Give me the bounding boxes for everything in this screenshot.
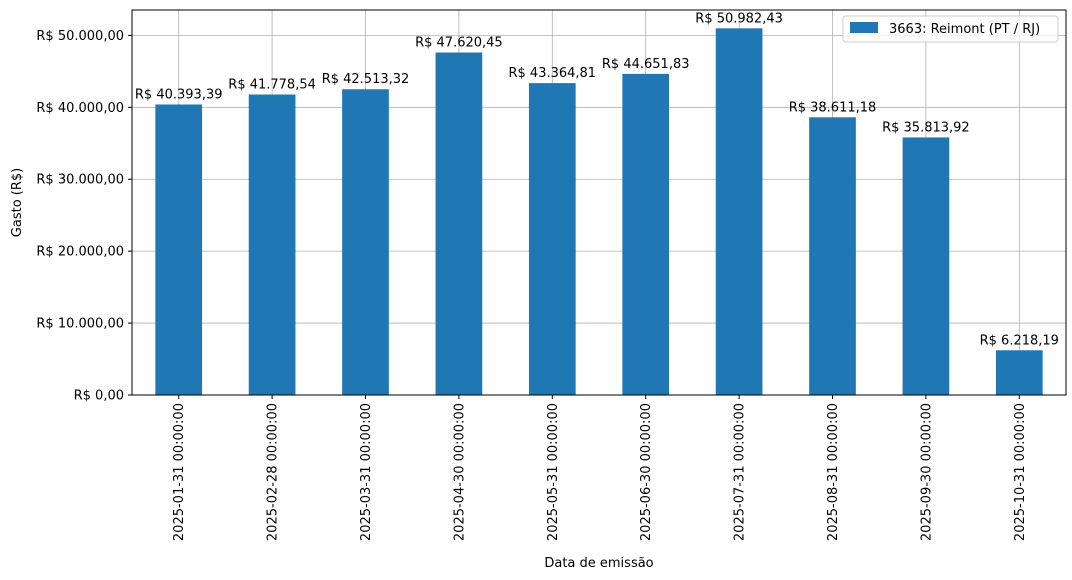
plot-frame: [131, 9, 1067, 396]
bar-2: [342, 89, 389, 395]
x-axis-title: Data de emissão: [544, 556, 653, 571]
x-tick-label-1: 2025-02-28 00:00:00: [266, 403, 281, 541]
y-axis-title: Gasto (R$): [10, 168, 25, 237]
bar-1: [248, 94, 296, 395]
x-tick-label-4: 2025-05-31 00:00:00: [546, 403, 561, 541]
bars: [155, 28, 1043, 396]
bar-label-8: R$ 35.813,92: [882, 120, 970, 135]
x-tick-label-2: 2025-03-31 00:00:00: [359, 403, 374, 541]
bar-7: [809, 117, 856, 395]
y-axis-ticks: R$ 0,00 R$ 10.000,00 R$ 20.000,00 R$ 30.000…: [36, 29, 132, 404]
bar-label-5: R$ 44.651,83: [602, 57, 690, 72]
x-tick-label-9: 2025-10-31 00:00:00: [1013, 403, 1028, 541]
bar-label-3: R$ 47.620,45: [415, 36, 503, 51]
legend-label: 3663: Reimont (PT / RJ): [889, 22, 1040, 37]
bar-5: [622, 73, 670, 395]
bar-label-9: R$ 6.218,19: [980, 333, 1059, 348]
bar-4: [528, 83, 576, 396]
y-tick-label-3: R$ 30.000,00: [36, 173, 124, 188]
x-tick-label-3: 2025-04-30 00:00:00: [452, 403, 467, 541]
y-tick-label-0: R$ 0,00: [74, 389, 124, 404]
x-axis-ticks: 2025-01-31 00:00:00 2025-02-28 00:00:00 20…: [172, 395, 1028, 541]
bar-label-1: R$ 41.778,54: [228, 78, 316, 93]
bar-labels: R$ 40.393,39 R$ 41.778,54 R$ 42.513,32 R$ 4…: [135, 11, 1059, 348]
y-tick-label-2: R$ 20.000,00: [36, 245, 124, 260]
bar-label-6: R$ 50.982,43: [695, 11, 783, 26]
bar-3: [435, 52, 483, 395]
x-tick-label-7: 2025-08-31 00:00:00: [826, 403, 841, 541]
legend: 3663: Reimont (PT / RJ): [842, 15, 1059, 43]
x-tick-label-8: 2025-09-30 00:00:00: [919, 403, 934, 541]
legend-swatch: [850, 22, 878, 33]
x-tick-label-5: 2025-06-30 00:00:00: [639, 403, 654, 541]
bar-9: [995, 350, 1043, 395]
bar-8: [902, 137, 950, 396]
legend-box: [842, 15, 1059, 43]
bar-label-4: R$ 43.364,81: [508, 66, 596, 81]
y-tick-label-1: R$ 10.000,00: [36, 317, 124, 332]
x-tick-label-0: 2025-01-31 00:00:00: [172, 403, 187, 541]
bar-6: [715, 28, 763, 396]
x-tick-label-6: 2025-07-31 00:00:00: [733, 403, 748, 541]
bar-label-2: R$ 42.513,32: [322, 72, 410, 87]
bar-label-0: R$ 40.393,39: [135, 87, 223, 102]
y-tick-label-5: R$ 50.000,00: [36, 29, 124, 44]
bar-label-7: R$ 38.611,18: [789, 100, 877, 115]
bar-0: [155, 104, 203, 395]
y-tick-label-4: R$ 40.000,00: [36, 101, 124, 116]
